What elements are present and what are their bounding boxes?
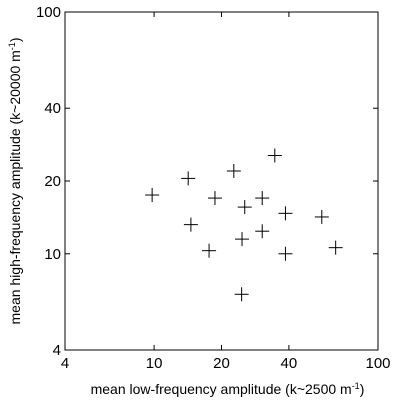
data-point xyxy=(226,163,241,178)
x-tick-label: 10 xyxy=(146,355,163,372)
tick-labels: 4 10 20 40 100 4 10 20 40 100 xyxy=(36,4,391,372)
data-point xyxy=(314,209,329,224)
y-tick-label: 10 xyxy=(44,246,61,263)
y-tick-label: 40 xyxy=(44,100,61,117)
data-point xyxy=(255,191,270,206)
y-axis-title-sup: -1 xyxy=(7,42,17,50)
data-point xyxy=(202,243,217,258)
y-tick-label: 20 xyxy=(44,173,61,190)
data-points xyxy=(145,148,343,302)
y-axis-title-text: mean high-frequency amplitude (k~20000 m xyxy=(7,50,23,324)
x-axis-title-text: mean low-frequency amplitude (k~2500 m xyxy=(91,381,352,397)
data-point xyxy=(278,206,293,221)
data-point xyxy=(237,200,252,215)
data-point xyxy=(235,232,250,247)
x-tick-label: 40 xyxy=(281,355,298,372)
y-axis-title-end: ) xyxy=(7,37,23,42)
data-point xyxy=(145,188,160,203)
x-axis-title-end: ) xyxy=(360,381,365,397)
x-axis-title-sup: -1 xyxy=(352,381,360,391)
x-tick-label: 20 xyxy=(213,355,230,372)
x-tick-label: 4 xyxy=(61,355,69,372)
data-point xyxy=(267,148,282,163)
data-point xyxy=(181,171,196,186)
data-point xyxy=(207,191,222,206)
data-point xyxy=(278,246,293,261)
plot-frame xyxy=(64,11,379,351)
x-axis-title: mean low-frequency amplitude (k~2500 m-1… xyxy=(91,381,365,397)
data-point xyxy=(328,240,343,255)
y-tick-label: 100 xyxy=(36,4,61,21)
y-tick-label: 4 xyxy=(53,342,61,359)
data-point xyxy=(234,287,249,302)
data-point xyxy=(183,217,198,232)
tick-marks xyxy=(64,11,379,351)
x-tick-label: 100 xyxy=(365,355,390,372)
y-axis-title: mean high-frequency amplitude (k~20000 m… xyxy=(7,37,23,324)
data-point xyxy=(255,224,270,239)
